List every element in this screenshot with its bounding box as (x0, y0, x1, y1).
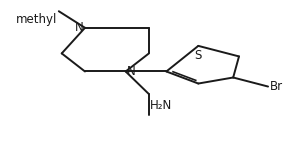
Text: S: S (195, 49, 202, 62)
Text: H₂N: H₂N (150, 99, 173, 112)
Text: Br: Br (270, 80, 283, 93)
Text: N: N (75, 21, 84, 34)
Text: N: N (127, 65, 136, 78)
Text: methyl: methyl (16, 13, 57, 26)
